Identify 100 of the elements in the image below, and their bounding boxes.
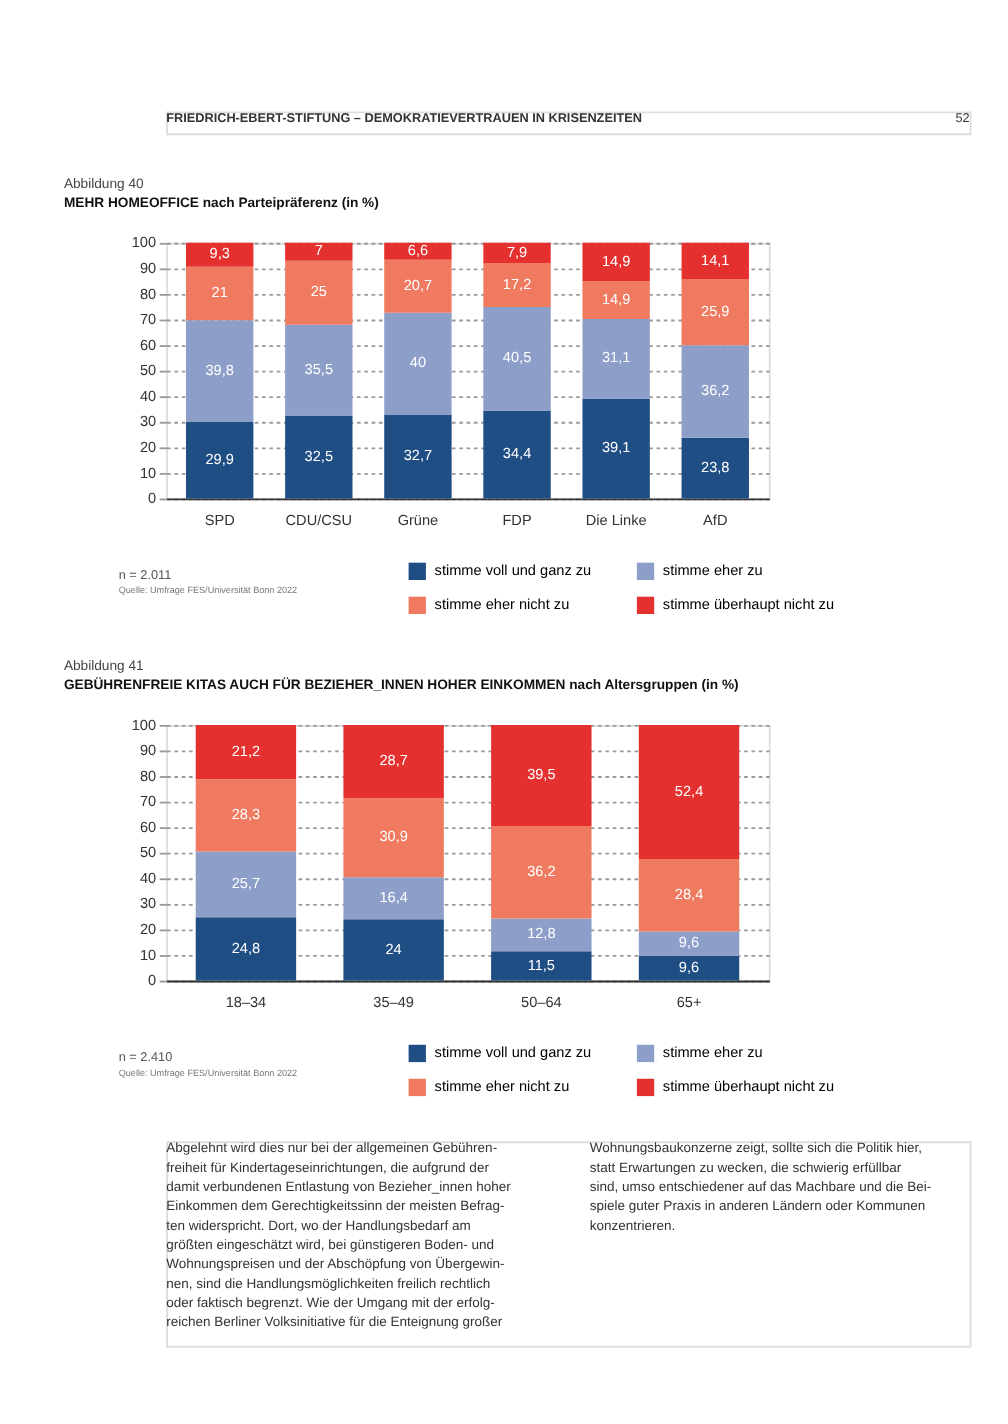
data-label: 9,3 [209, 244, 230, 263]
x-tick-label: AfD [703, 511, 728, 529]
bar [491, 951, 592, 981]
data-label: 36,2 [527, 861, 556, 880]
legend-label: stimme eher zu [662, 1043, 763, 1062]
y-tick-label: 20 [139, 437, 157, 456]
y-tick-label: 60 [139, 817, 157, 836]
data-label: 21 [211, 283, 228, 302]
y-tick-label: 30 [139, 412, 157, 431]
data-label: 25,7 [231, 874, 261, 893]
data-label: 14,9 [601, 289, 631, 308]
data-label: 14,1 [701, 250, 730, 269]
data-label: 9,6 [678, 933, 700, 952]
bar [285, 242, 353, 261]
y-tick-label: 40 [139, 386, 157, 405]
bar [582, 398, 650, 499]
bar [195, 724, 297, 780]
bar [195, 917, 297, 981]
bar [285, 415, 353, 499]
data-label: 14,9 [601, 251, 631, 270]
bar [343, 724, 444, 799]
legend-label: stimme überhaupt nicht zu [662, 1077, 835, 1096]
y-tick-label: 80 [139, 766, 157, 785]
x-tick-label: SPD [204, 511, 235, 529]
data-label: 12,8 [527, 924, 556, 943]
bar [681, 242, 749, 279]
data-label: 25,9 [701, 301, 730, 320]
bar [483, 263, 551, 308]
data-label: 11,5 [527, 955, 555, 974]
bar [384, 414, 452, 499]
data-label: 17,2 [502, 274, 532, 293]
data-label: 20,7 [403, 275, 433, 294]
x-tick-label: Grüne [397, 511, 439, 529]
y-tick-label: 70 [139, 310, 157, 329]
data-label: 34,4 [502, 444, 532, 463]
data-label: 52,4 [674, 781, 704, 800]
y-tick-label: 10 [139, 945, 157, 964]
bar [384, 259, 452, 313]
legend-label: stimme voll und ganz zu [434, 1043, 592, 1062]
data-label: 39,5 [527, 765, 556, 784]
y-tick-label: 50 [139, 361, 157, 380]
bar [638, 858, 740, 932]
bar [491, 825, 592, 919]
bar [491, 918, 592, 952]
bar [638, 724, 740, 859]
bar [384, 312, 452, 415]
legend-label: stimme eher nicht zu [434, 1077, 570, 1096]
y-tick-label: 30 [139, 894, 157, 913]
bar [681, 437, 749, 499]
legend-label: stimme eher nicht zu [434, 595, 570, 613]
bar [285, 260, 353, 325]
x-tick-label: 50–64 [521, 993, 562, 1012]
bar [681, 278, 749, 346]
data-label: 6,6 [407, 240, 429, 259]
y-tick-label: 100 [131, 233, 157, 252]
y-tick-label: 0 [148, 489, 157, 508]
data-label: 21,2 [231, 741, 261, 760]
y-tick-label: 20 [139, 920, 157, 939]
data-label: 16,4 [379, 887, 408, 906]
data-label: 23,8 [701, 457, 730, 476]
data-label: 9,6 [678, 957, 700, 976]
x-tick-label: 18–34 [225, 993, 267, 1012]
bar [285, 324, 353, 416]
data-label: 24,8 [231, 938, 261, 957]
x-tick-label: 65+ [676, 993, 702, 1012]
x-tick-label: FDP [502, 511, 532, 529]
legend-label: stimme voll und ganz zu [434, 561, 592, 579]
data-label: 30,9 [379, 827, 408, 846]
data-label: 28,7 [379, 751, 408, 770]
data-label: 28,3 [231, 804, 261, 823]
x-tick-label: Die Linke [585, 511, 647, 529]
y-tick-label: 60 [139, 335, 157, 354]
data-label: 24 [385, 939, 402, 958]
bar [186, 266, 254, 321]
bar [582, 280, 650, 320]
y-tick-label: 90 [139, 741, 157, 760]
bar [483, 307, 551, 411]
y-tick-label: 90 [139, 259, 157, 277]
data-label: 40 [409, 353, 427, 372]
x-tick-label: 35–49 [373, 993, 414, 1012]
y-tick-label: 50 [139, 843, 157, 862]
legend-label: stimme eher zu [662, 561, 763, 579]
data-label: 40,5 [502, 348, 532, 367]
bar [343, 919, 444, 981]
bar [582, 319, 650, 399]
bar [638, 956, 740, 981]
bar [343, 798, 444, 878]
legend-label: stimme überhaupt nicht zu [662, 595, 835, 613]
y-tick-label: 10 [139, 463, 157, 482]
bar [343, 877, 444, 920]
data-label: 31,1 [601, 348, 631, 367]
data-label: 39,1 [601, 438, 631, 457]
data-label: 39,8 [205, 360, 234, 379]
x-tick-label: CDU/CSU [285, 511, 353, 529]
y-tick-label: 100 [131, 715, 157, 734]
data-label: 35,5 [304, 359, 334, 378]
y-tick-label: 80 [139, 284, 157, 303]
data-label: 7,9 [506, 242, 528, 261]
bar [638, 931, 740, 957]
bar [384, 242, 452, 260]
